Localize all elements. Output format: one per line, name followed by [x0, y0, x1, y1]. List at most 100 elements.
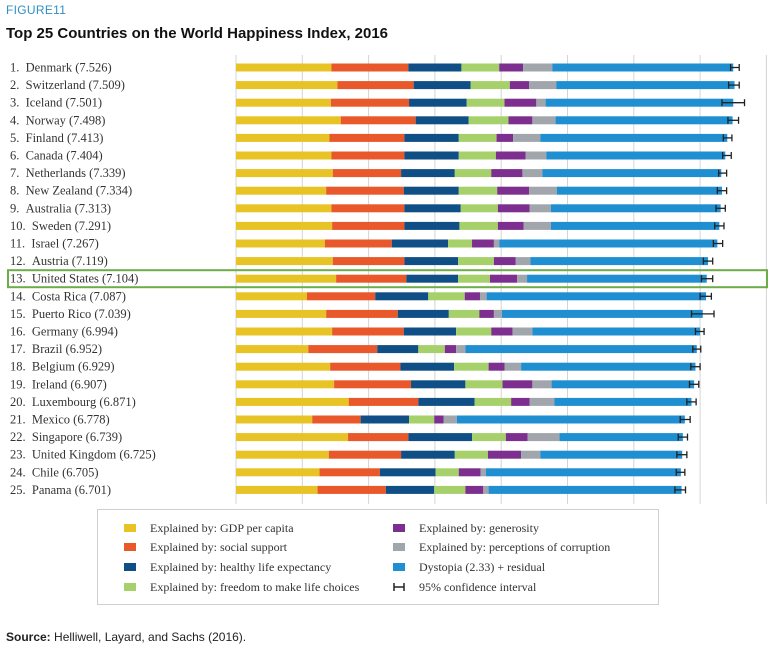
bar-segment-generosity [444, 345, 457, 354]
bar-segment-freedom [456, 327, 492, 336]
bar-segment-dystopia [456, 415, 685, 424]
bar-segment-gdp [236, 133, 330, 142]
country-label: 16. Germany (6.994) [10, 325, 118, 339]
country-label: 23. United Kingdom (6.725) [10, 448, 156, 462]
bar-segment-freedom [466, 98, 505, 107]
bar-segment-gdp [236, 274, 337, 283]
bar-segment-social [331, 63, 409, 72]
bar-segment-gdp [236, 327, 333, 336]
bar-segment-corruption [493, 309, 502, 318]
bar-segment-health [377, 345, 419, 354]
bar-segment-gdp [236, 239, 325, 248]
happiness-chart: 1. Denmark (7.526) 2. Switzerland (7.509)… [7, 55, 768, 504]
bar-segment-dystopia [559, 433, 683, 442]
bar-segment-generosity [511, 397, 530, 406]
bar-segment-health [360, 415, 410, 424]
bar-segment-corruption [536, 98, 546, 107]
country-label: 7. Netherlands (7.339) [10, 166, 126, 180]
country-label: 18. Belgium (6.929) [10, 360, 115, 374]
bar-segment-freedom [460, 204, 498, 213]
legend-swatch-freedom [124, 583, 136, 592]
bar-segment-freedom [418, 345, 445, 354]
bar-segment-social [331, 204, 405, 213]
bar-segment-social [306, 292, 376, 301]
legend-swatch-generosity [393, 524, 405, 533]
country-label: 5. Finland (7.413) [10, 131, 103, 145]
country-label: 25. Panama (6.701) [10, 483, 111, 497]
country-label: 24. Chile (6.705) [10, 465, 99, 479]
bar-segment-gdp [236, 397, 349, 406]
bar-segment-social [348, 397, 419, 406]
bar-segment-dystopia [554, 397, 692, 406]
bar-segment-generosity [508, 116, 533, 125]
bar-segment-freedom [454, 362, 489, 371]
bar-segment-generosity [493, 257, 516, 266]
bar-segment-corruption [513, 133, 541, 142]
bar-segment-health [379, 468, 436, 477]
bar-segment-dystopia [485, 468, 681, 477]
bar-segment-corruption [443, 415, 457, 424]
bar-segment-health [409, 98, 467, 107]
bar-segment-health [404, 133, 459, 142]
bar-segment-social [330, 362, 401, 371]
bar-segment-gdp [236, 362, 331, 371]
legend-label-health: Explained by: healthy life expectancy [150, 560, 332, 574]
country-label: 11. Israel (7.267) [10, 237, 99, 251]
country-label: 21. Mexico (6.778) [10, 413, 110, 427]
bar-segment-corruption [480, 468, 486, 477]
bar-segment-gdp [236, 169, 333, 178]
bar-segment-corruption [527, 433, 560, 442]
bar-segment-freedom [458, 133, 497, 142]
bar-segment-dystopia [555, 116, 733, 125]
bar-segment-gdp [236, 433, 349, 442]
bar-segment-generosity [434, 415, 444, 424]
bar-segment-generosity [505, 433, 528, 442]
bar-segment-dystopia [521, 362, 696, 371]
country-label: 22. Singapore (6.739) [10, 430, 122, 444]
bar-segment-freedom [468, 116, 509, 125]
bar-segment-generosity [491, 327, 513, 336]
bar-segment-freedom [458, 186, 498, 195]
bar-segment-generosity [502, 380, 533, 389]
legend-label-generosity: Explained by: generosity [419, 521, 539, 535]
country-label: 2. Switzerland (7.509) [10, 78, 125, 92]
bar-segment-freedom [454, 450, 488, 459]
bar-segment-health [415, 116, 469, 125]
country-label: 1. Denmark (7.526) [10, 61, 112, 75]
legend-label-gdp: Explained by: GDP per capita [150, 521, 294, 535]
bar-segment-social [308, 345, 378, 354]
source-note: Source: Helliwell, Layard, and Sachs (20… [6, 630, 246, 644]
country-label: 10. Sweden (7.291) [10, 219, 111, 233]
bar-segment-health [375, 292, 429, 301]
bar-segment-social [337, 81, 414, 90]
bar-segment-corruption [523, 63, 553, 72]
bar-segment-corruption [517, 274, 528, 283]
bar-segment-gdp [236, 485, 318, 494]
country-label: 19. Ireland (6.907) [10, 377, 107, 391]
bar-segment-freedom [461, 63, 500, 72]
bar-segment-corruption [523, 221, 551, 230]
bar-segment-social [324, 239, 392, 248]
legend-swatch-social [124, 543, 136, 552]
bar-segment-corruption [525, 151, 547, 160]
bar-segment-social [334, 380, 412, 389]
bar-segment-freedom [458, 257, 494, 266]
bar-segment-gdp [236, 380, 335, 389]
source-label: Source: [6, 630, 51, 644]
bar-segment-dystopia [501, 309, 703, 318]
bar-segment-freedom [458, 274, 490, 283]
bar-segment-gdp [236, 151, 332, 160]
bar-segment-freedom [409, 415, 435, 424]
bar-segment-generosity [491, 169, 523, 178]
legend-label-dystopia: Dystopia (2.33) + residual [419, 560, 546, 574]
legend-item-health: Explained by: healthy life expectancy [124, 560, 331, 575]
bar-segment-corruption [529, 204, 551, 213]
bar-segment-dystopia [542, 169, 722, 178]
bar-segment-dystopia [556, 81, 735, 90]
bar-segment-generosity [465, 485, 484, 494]
bar-segment-gdp [236, 116, 341, 125]
bar-segment-dystopia [527, 274, 707, 283]
bar-segment-generosity [509, 81, 530, 90]
bar-segment-social [317, 485, 386, 494]
legend-item-corruption: Explained by: perceptions of corruption [393, 540, 610, 555]
